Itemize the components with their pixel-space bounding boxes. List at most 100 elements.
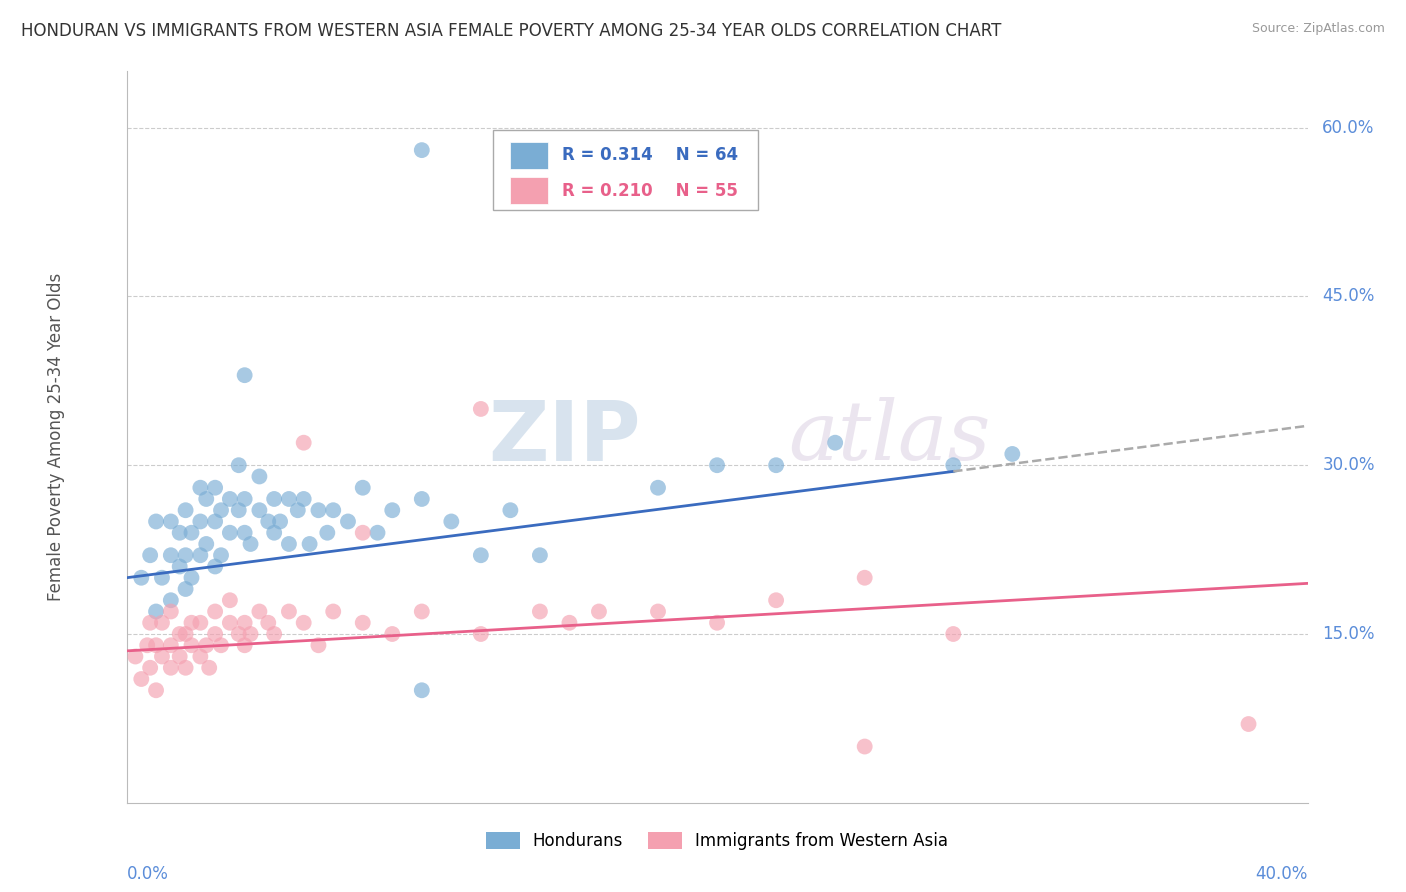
Point xyxy=(204,515,226,529)
Text: 45.0%: 45.0% xyxy=(1323,287,1375,305)
Point xyxy=(233,615,256,630)
Point xyxy=(188,481,212,495)
Text: HONDURAN VS IMMIGRANTS FROM WESTERN ASIA FEMALE POVERTY AMONG 25-34 YEAR OLDS CO: HONDURAN VS IMMIGRANTS FROM WESTERN ASIA… xyxy=(21,22,1001,40)
Point xyxy=(169,559,191,574)
Point xyxy=(145,638,167,652)
Point xyxy=(188,515,212,529)
Point xyxy=(145,683,167,698)
Point xyxy=(308,503,330,517)
Text: R = 0.314    N = 64: R = 0.314 N = 64 xyxy=(562,146,738,164)
Point xyxy=(209,548,232,562)
Point xyxy=(853,739,876,754)
Point xyxy=(316,525,339,540)
Point xyxy=(160,593,183,607)
Point xyxy=(180,525,202,540)
Point xyxy=(204,481,226,495)
Text: ZIP: ZIP xyxy=(488,397,640,477)
FancyBboxPatch shape xyxy=(510,177,548,204)
Point xyxy=(150,571,173,585)
Point xyxy=(411,143,433,157)
Point xyxy=(195,537,218,551)
Text: 40.0%: 40.0% xyxy=(1256,864,1308,883)
Point xyxy=(169,525,191,540)
Point xyxy=(529,605,551,619)
Point xyxy=(195,638,218,652)
Point xyxy=(219,525,242,540)
Point xyxy=(169,627,191,641)
Point xyxy=(470,548,492,562)
Text: 0.0%: 0.0% xyxy=(127,864,169,883)
Point xyxy=(174,661,197,675)
Point xyxy=(228,503,250,517)
Point xyxy=(411,605,433,619)
Point xyxy=(1001,447,1024,461)
Text: atlas: atlas xyxy=(787,397,990,477)
Point xyxy=(706,458,728,473)
Point xyxy=(381,627,404,641)
Point xyxy=(381,503,404,517)
FancyBboxPatch shape xyxy=(510,142,548,169)
Point xyxy=(139,548,162,562)
Point xyxy=(160,661,183,675)
Point xyxy=(470,401,492,416)
Point xyxy=(298,537,321,551)
Point xyxy=(160,605,183,619)
FancyBboxPatch shape xyxy=(492,130,758,211)
Point xyxy=(150,649,173,664)
Point xyxy=(209,503,232,517)
Point xyxy=(706,615,728,630)
Point xyxy=(942,458,965,473)
Text: Source: ZipAtlas.com: Source: ZipAtlas.com xyxy=(1251,22,1385,36)
Point xyxy=(188,615,212,630)
Point xyxy=(233,638,256,652)
Point xyxy=(322,605,344,619)
Point xyxy=(249,503,271,517)
Point xyxy=(292,615,315,630)
Point xyxy=(287,503,309,517)
Point xyxy=(942,627,965,641)
Point xyxy=(647,605,669,619)
Point xyxy=(180,571,202,585)
Point xyxy=(139,661,162,675)
Point xyxy=(174,627,197,641)
Point xyxy=(352,481,374,495)
Point xyxy=(239,627,262,641)
Point xyxy=(124,649,146,664)
Text: R = 0.210    N = 55: R = 0.210 N = 55 xyxy=(562,182,738,200)
Point xyxy=(233,368,256,383)
Point xyxy=(198,661,221,675)
Point xyxy=(174,548,197,562)
Point xyxy=(322,503,344,517)
Point xyxy=(352,615,374,630)
Point xyxy=(278,537,301,551)
Point xyxy=(169,649,191,664)
Point xyxy=(278,491,301,506)
Legend: Hondurans, Immigrants from Western Asia: Hondurans, Immigrants from Western Asia xyxy=(479,825,955,856)
Point xyxy=(411,683,433,698)
Text: 30.0%: 30.0% xyxy=(1323,456,1375,475)
Point xyxy=(853,571,876,585)
Point xyxy=(188,548,212,562)
Point xyxy=(765,458,787,473)
Point xyxy=(470,627,492,641)
Point xyxy=(233,491,256,506)
Point xyxy=(150,615,173,630)
Text: 15.0%: 15.0% xyxy=(1323,625,1375,643)
Point xyxy=(337,515,360,529)
Point xyxy=(765,593,787,607)
Point xyxy=(219,615,242,630)
Point xyxy=(195,491,218,506)
Point xyxy=(180,638,202,652)
Point xyxy=(174,503,197,517)
Point xyxy=(263,627,285,641)
Point xyxy=(180,615,202,630)
Point xyxy=(204,605,226,619)
Point xyxy=(269,515,291,529)
Point xyxy=(588,605,610,619)
Point xyxy=(145,605,167,619)
Point xyxy=(824,435,846,450)
Point xyxy=(257,615,280,630)
Point xyxy=(188,649,212,664)
Point xyxy=(228,458,250,473)
Point xyxy=(352,525,374,540)
